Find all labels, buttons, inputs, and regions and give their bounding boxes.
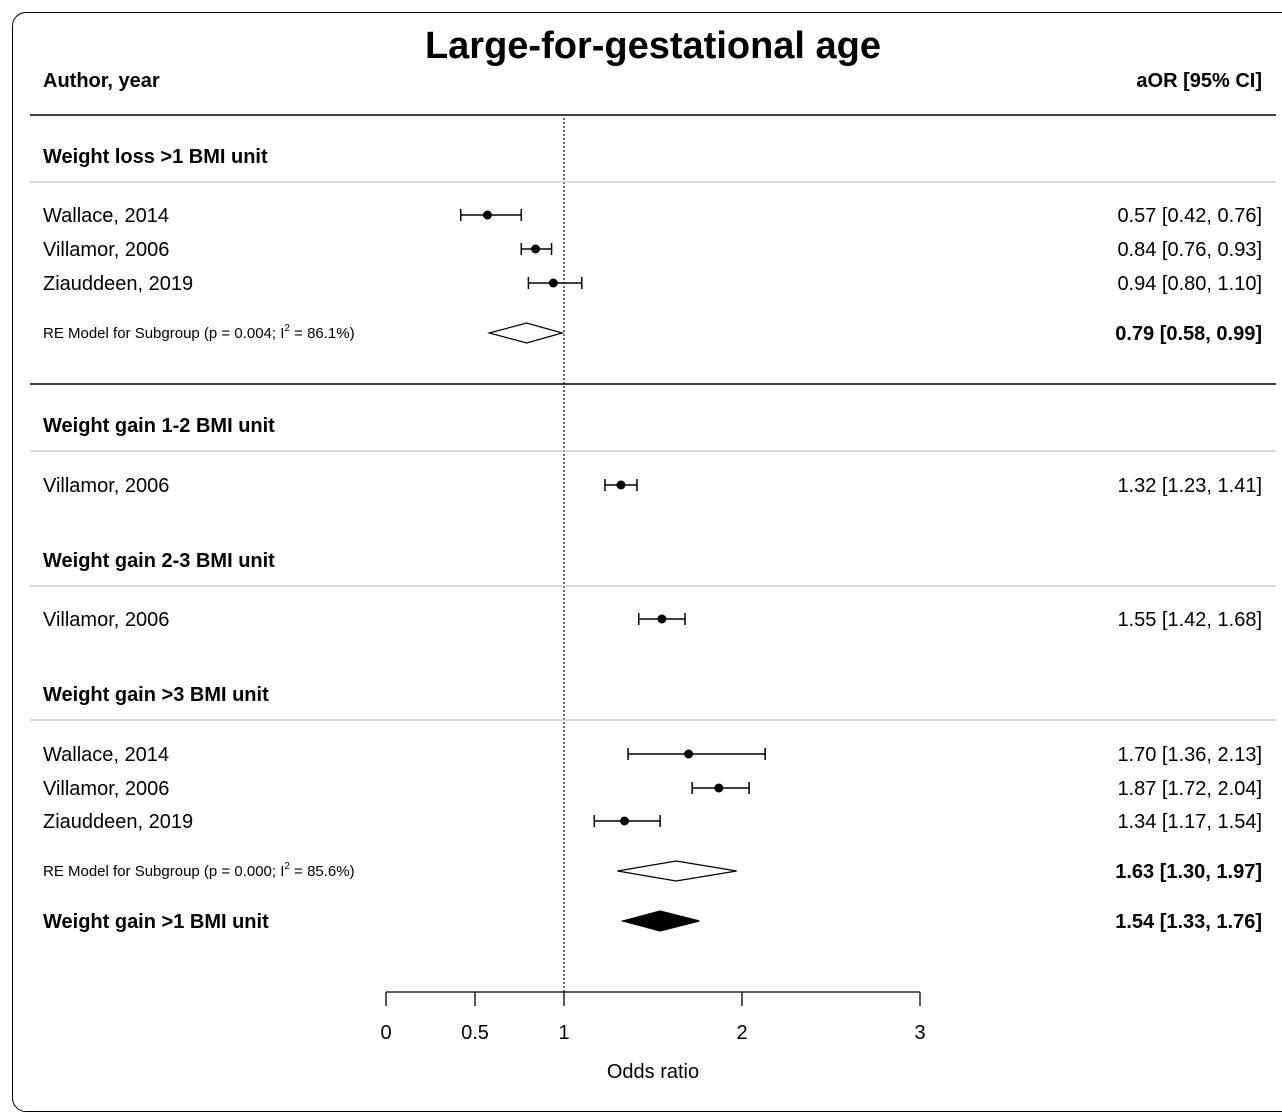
chart-title: Large-for-gestational age [425, 25, 881, 67]
estimate-text: 1.32 [1.23, 1.41] [1117, 475, 1262, 497]
study-label: Ziauddeen, 2019 [43, 811, 193, 833]
x-tick-label: 0.5 [461, 1022, 489, 1044]
point-estimate [620, 816, 630, 826]
estimate-text: 1.70 [1.36, 2.13] [1117, 744, 1262, 766]
subgroup-estimate-text: 0.79 [0.58, 0.99] [1115, 323, 1262, 345]
estimate-text: 1.87 [1.72, 2.04] [1117, 778, 1262, 800]
x-tick-label: 2 [736, 1022, 747, 1044]
group-heading: Weight gain >3 BMI unit [43, 684, 269, 706]
overall-label: Weight gain >1 BMI unit [43, 911, 269, 933]
forest-plot: Large-for-gestational age Author, year a… [30, 25, 1276, 1080]
study-label: Ziauddeen, 2019 [43, 273, 193, 295]
point-estimate [616, 480, 626, 490]
study-label: Wallace, 2014 [43, 744, 169, 766]
subgroup-estimate-text: 1.63 [1.30, 1.97] [1115, 861, 1262, 883]
estimate-text: 0.84 [0.76, 0.93] [1117, 239, 1262, 261]
estimate-text: 1.34 [1.17, 1.54] [1117, 811, 1262, 833]
subgroup-diamond [486, 322, 565, 344]
group-heading: Weight gain 1-2 BMI unit [43, 415, 275, 437]
point-estimate [714, 783, 724, 793]
estimate-text: 1.55 [1.42, 1.68] [1117, 609, 1262, 631]
study-label: Villamor, 2006 [43, 778, 169, 800]
estimate-text: 0.57 [0.42, 0.76] [1117, 205, 1262, 227]
subgroup-diamond [617, 860, 737, 882]
point-estimate [482, 210, 492, 220]
x-axis-label: Odds ratio [607, 1061, 699, 1080]
overall-estimate-text: 1.54 [1.33, 1.76] [1115, 911, 1262, 933]
study-label: Wallace, 2014 [43, 205, 169, 227]
x-tick-label: 1 [558, 1022, 569, 1044]
study-label: Villamor, 2006 [43, 475, 169, 497]
right-column-header: aOR [95% CI] [1136, 70, 1262, 92]
x-tick-label: 3 [914, 1022, 925, 1044]
point-estimate [657, 614, 667, 624]
point-estimate [684, 749, 694, 759]
x-tick-label: 0 [380, 1022, 391, 1044]
left-column-header: Author, year [43, 70, 160, 92]
overall-diamond [620, 910, 700, 932]
estimate-text: 0.94 [0.80, 1.10] [1117, 273, 1262, 295]
group-heading: Weight gain 2-3 BMI unit [43, 550, 275, 572]
study-label: Villamor, 2006 [43, 609, 169, 631]
point-estimate [548, 278, 558, 288]
group-heading: Weight loss >1 BMI unit [43, 146, 268, 168]
subgroup-summary-label: RE Model for Subgroup (p = 0.004; I2 = 8… [43, 323, 355, 342]
point-estimate [531, 244, 541, 254]
study-label: Villamor, 2006 [43, 239, 169, 261]
subgroup-summary-label: RE Model for Subgroup (p = 0.000; I2 = 8… [43, 861, 355, 880]
forest-marks: Weight loss >1 BMI unit Wallace, 2014 0.57… [30, 118, 1276, 1044]
